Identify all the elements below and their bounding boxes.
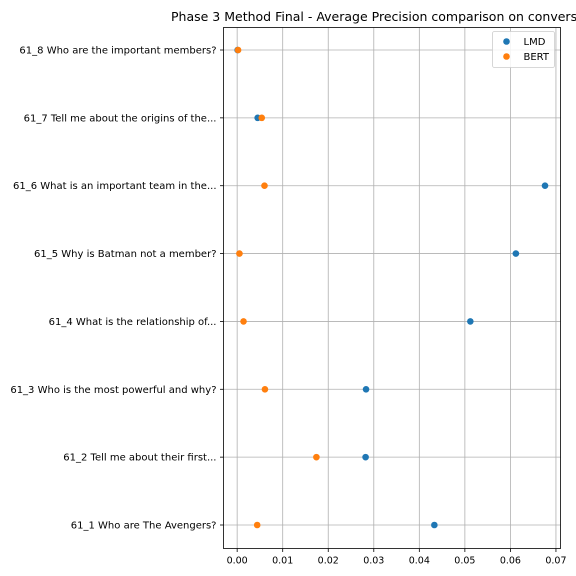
y-tick-label: 61_6 What is an important team in the... <box>13 181 216 192</box>
data-points <box>234 46 549 529</box>
y-tick-label: 61_3 Who is the most powerful and why? <box>10 385 216 396</box>
point-bert <box>236 250 243 257</box>
point-lmd <box>362 385 370 393</box>
chart-title: Phase 3 Method Final - Average Precision… <box>171 9 576 24</box>
point-lmd <box>362 453 369 461</box>
point-bert <box>261 182 268 190</box>
x-tick-label: 0.07 <box>545 556 566 567</box>
point-bert <box>313 453 320 461</box>
legend-marker-bert <box>503 53 510 60</box>
y-tick-label: 61_7 Tell me about the origins of the... <box>24 113 217 124</box>
legend-marker-lmd <box>503 38 510 45</box>
point-bert <box>258 114 266 122</box>
x-tick-label: 0.02 <box>318 556 339 567</box>
legend-label-lmd: LMD <box>524 37 546 48</box>
legend-label-bert: BERT <box>524 52 550 63</box>
y-tick-label: 61_5 Why is Batman not a member? <box>34 249 216 260</box>
grid <box>223 27 561 549</box>
x-tick-label: 0.00 <box>227 556 248 567</box>
y-tick-label: 61_8 Who are the important members? <box>19 46 216 57</box>
y-tick-label: 61_4 What is the relationship of... <box>49 317 217 328</box>
x-tick-label: 0.04 <box>409 556 430 567</box>
point-lmd <box>467 318 474 325</box>
point-lmd <box>512 250 520 257</box>
plot-area-frame <box>223 27 561 549</box>
point-bert <box>234 46 242 54</box>
legend: LMD BERT <box>492 31 555 68</box>
point-lmd <box>541 182 549 190</box>
x-axis-ticks: 0.00 0.01 0.02 0.03 0.04 0.05 0.06 0.07 <box>227 548 567 567</box>
y-tick-label: 61_2 Tell me about their first... <box>63 453 216 464</box>
point-bert <box>253 521 261 529</box>
x-tick-label: 0.06 <box>500 556 521 567</box>
point-bert <box>261 385 269 393</box>
x-tick-label: 0.01 <box>272 556 293 567</box>
point-bert <box>240 318 247 325</box>
y-axis-ticks: 61_1 Who are The Avengers? 61_2 Tell me a… <box>10 46 224 532</box>
point-lmd <box>431 521 438 529</box>
x-tick-label: 0.05 <box>454 556 475 567</box>
x-tick-label: 0.03 <box>363 556 384 567</box>
y-tick-label: 61_1 Who are The Avengers? <box>71 521 217 532</box>
